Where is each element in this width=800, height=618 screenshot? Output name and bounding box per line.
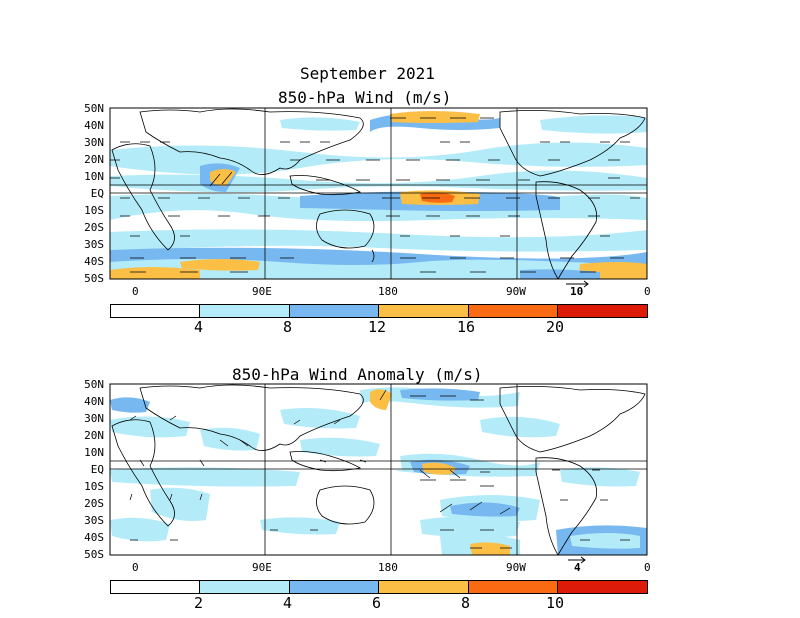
lat-label: 20N <box>84 153 104 166</box>
colorbar-segment <box>200 581 290 593</box>
lat-label: 40S <box>84 255 104 268</box>
colorbar-tick: 8 <box>461 594 471 612</box>
panel-1-reference-arrow <box>566 280 589 288</box>
coastlines <box>111 384 646 555</box>
panel-2-title: 850-hPa Wind Anomaly (m/s) <box>232 365 483 384</box>
lon-label: 90W <box>506 285 526 298</box>
lat-label: 40S <box>84 531 104 544</box>
lat-label: 30S <box>84 514 104 527</box>
lat-label: 40N <box>84 395 104 408</box>
colorbar-segment <box>111 305 200 317</box>
panel-1-colorbar <box>110 304 648 318</box>
lat-label: 10S <box>84 480 104 493</box>
lat-label: 40N <box>84 119 104 132</box>
lon-label: 180 <box>378 285 398 298</box>
colorbar-segment <box>558 581 647 593</box>
colorbar-tick: 20 <box>546 318 565 336</box>
lon-label: 0 <box>644 561 651 574</box>
colorbar-tick: 16 <box>457 318 476 336</box>
colorbar-tick: 8 <box>283 318 293 336</box>
wind-anomaly-shading <box>110 387 647 555</box>
panel-1-reference-label: 10 <box>570 285 584 298</box>
lat-label: 20N <box>84 429 104 442</box>
lat-label: 50N <box>84 378 104 391</box>
graticule <box>110 108 647 279</box>
colorbar-tick: 6 <box>372 594 382 612</box>
lat-label: EQ <box>90 187 104 200</box>
lon-label: 90E <box>252 561 272 574</box>
lat-label: 30N <box>84 412 104 425</box>
lat-label: 20S <box>84 221 104 234</box>
wind-speed-shading <box>110 111 647 279</box>
colorbar-segment <box>200 305 290 317</box>
figure-title: September 2021 <box>300 64 435 83</box>
colorbar-segment <box>290 305 379 317</box>
lat-label: 50N <box>84 102 104 115</box>
lat-label: 30S <box>84 238 104 251</box>
colorbar-segment <box>290 581 379 593</box>
colorbar-segment <box>469 581 558 593</box>
lon-label: 0 <box>132 285 139 298</box>
lat-label: 10N <box>84 446 104 459</box>
lon-label: 90W <box>506 561 526 574</box>
colorbar-tick: 2 <box>194 594 204 612</box>
wind-vectors <box>110 117 640 273</box>
lat-label: 50S <box>84 548 104 561</box>
lon-label: 0 <box>644 285 651 298</box>
panel-2-reference-arrow <box>568 556 586 564</box>
colorbar-tick: 12 <box>368 318 387 336</box>
lat-label: 10S <box>84 204 104 217</box>
panel-2-reference-label: 4 <box>574 561 581 574</box>
lon-label: 0 <box>132 561 139 574</box>
lat-label: 20S <box>84 497 104 510</box>
colorbar-tick: 4 <box>194 318 204 336</box>
colorbar-segment <box>379 305 469 317</box>
lat-label: 10N <box>84 170 104 183</box>
lat-label: 30N <box>84 136 104 149</box>
panel-1-title: 850-hPa Wind (m/s) <box>278 88 452 107</box>
panel-2-frame <box>109 383 648 556</box>
lat-label: 50S <box>84 272 104 285</box>
lon-label: 180 <box>378 561 398 574</box>
lon-label: 90E <box>252 285 272 298</box>
colorbar-segment <box>469 305 558 317</box>
panel-2-colorbar <box>110 580 648 594</box>
colorbar-segment <box>111 581 200 593</box>
panel-1-frame <box>109 107 648 280</box>
graticule <box>110 384 647 555</box>
colorbar-tick: 4 <box>283 594 293 612</box>
lat-label: EQ <box>90 463 104 476</box>
colorbar-segment <box>379 581 469 593</box>
colorbar-segment <box>558 305 647 317</box>
coastlines <box>111 108 646 279</box>
colorbar-tick: 10 <box>546 594 565 612</box>
